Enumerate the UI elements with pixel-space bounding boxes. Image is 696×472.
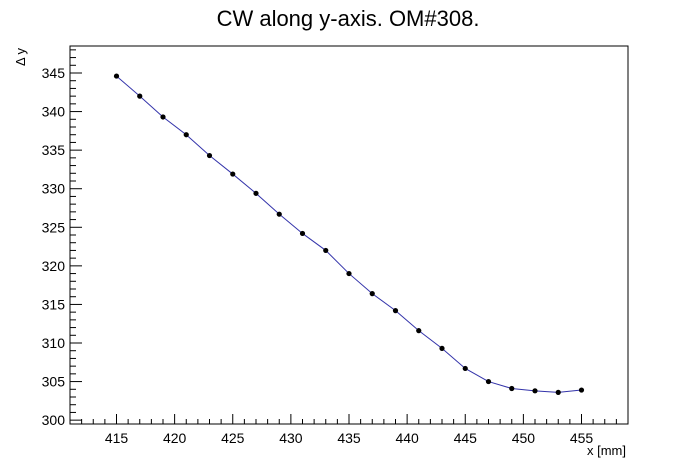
data-point <box>137 93 143 99</box>
series-line <box>116 75 582 393</box>
data-point <box>346 270 352 277</box>
data-point <box>462 365 468 372</box>
data-point <box>485 378 492 385</box>
y-tick-label: 315 <box>42 296 66 312</box>
x-tick-label: 435 <box>337 430 361 446</box>
data-point <box>323 247 329 254</box>
x-tick-label: 440 <box>395 430 419 446</box>
data-point <box>578 387 585 393</box>
data-point <box>392 308 399 314</box>
data-point <box>183 132 189 138</box>
x-tick-label: 420 <box>163 430 187 446</box>
y-axis-label: Δ y <box>13 47 28 66</box>
x-tick-label: 415 <box>105 430 129 446</box>
data-point <box>509 385 515 392</box>
data-point <box>369 291 375 297</box>
y-tick-label: 330 <box>42 181 66 197</box>
axis-ticks: 415 420 425 430 435 440 445 450 455 300 305 310 315 3… <box>42 49 629 446</box>
x-tick-label: 445 <box>454 430 478 446</box>
data-points <box>113 73 585 395</box>
x-tick-label: 455 <box>570 430 594 446</box>
y-tick-label: 335 <box>42 142 66 158</box>
data-point <box>160 114 166 120</box>
y-tick-label: 300 <box>42 412 66 428</box>
x-tick-label: 425 <box>221 430 245 446</box>
data-point <box>276 211 282 217</box>
data-point <box>253 190 259 196</box>
data-point <box>555 389 561 395</box>
chart-title: CW along y-axis. OM#308. <box>217 6 480 31</box>
y-tick-label: 345 <box>42 65 66 81</box>
y-tick-label: 340 <box>42 104 66 120</box>
y-tick-label: 320 <box>42 258 66 274</box>
data-point <box>206 152 213 159</box>
data-point <box>416 328 422 334</box>
y-tick-label: 305 <box>42 374 66 390</box>
y-tick-label: 310 <box>42 335 66 351</box>
y-tick-label: 325 <box>42 219 66 235</box>
data-point <box>439 345 445 351</box>
x-tick-label: 430 <box>279 430 303 446</box>
data-point <box>299 230 306 237</box>
data-point <box>532 388 538 394</box>
data-point <box>230 171 236 177</box>
data-point <box>113 73 120 79</box>
x-axis-label: x [mm] <box>587 443 626 458</box>
plot-frame <box>69 45 629 425</box>
x-tick-label: 450 <box>512 430 536 446</box>
